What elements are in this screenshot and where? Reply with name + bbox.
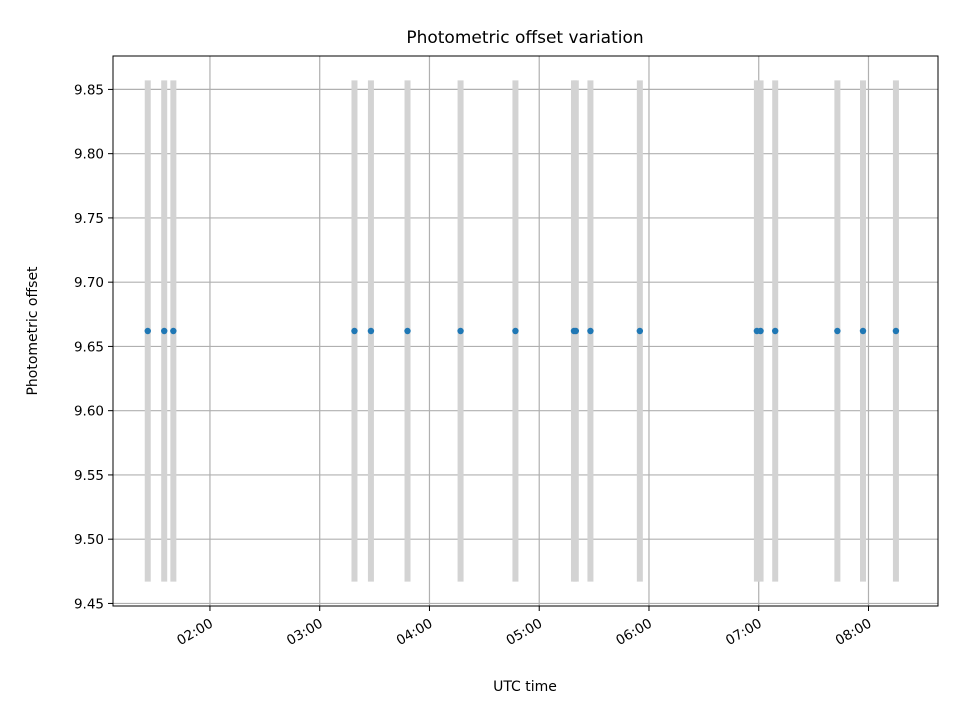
data-point [512, 327, 519, 335]
y-tick-label: 9.50 [74, 532, 104, 548]
data-point [859, 327, 867, 335]
x-axis-label: UTC time [493, 679, 557, 695]
data-point [457, 327, 464, 335]
data-point [892, 327, 900, 335]
data-point [572, 327, 580, 335]
data-point [161, 327, 168, 335]
y-tick-label: 9.45 [74, 596, 104, 612]
y-tick-label: 9.60 [74, 404, 104, 420]
y-tick-label: 9.65 [74, 339, 104, 355]
data-point [351, 327, 358, 335]
y-tick-label: 9.55 [74, 468, 104, 484]
plot-frame [112, 55, 939, 607]
y-tick-label: 9.75 [74, 211, 104, 227]
y-axis-ticks: 9.45 9.50 9.55 9.60 9.65 9.70 9.75 9.80 9.85 [74, 82, 113, 612]
data-point [636, 327, 644, 335]
data-point [834, 327, 841, 335]
data-point [587, 327, 594, 335]
chart-title: Photometric offset variation [406, 28, 643, 48]
y-tick-label: 9.80 [74, 147, 104, 163]
y-axis-label: Photometric offset [25, 266, 41, 396]
data-point [367, 327, 375, 335]
y-tick-label: 9.70 [74, 275, 104, 291]
data-point [144, 327, 151, 335]
data-point [170, 327, 177, 335]
y-tick-label: 9.85 [74, 82, 104, 98]
data-point [771, 327, 779, 335]
data-points [144, 327, 900, 335]
data-point [757, 327, 764, 335]
data-point [404, 327, 411, 335]
